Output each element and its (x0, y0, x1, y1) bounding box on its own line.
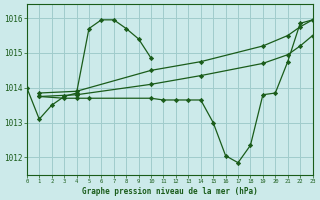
X-axis label: Graphe pression niveau de la mer (hPa): Graphe pression niveau de la mer (hPa) (82, 187, 258, 196)
